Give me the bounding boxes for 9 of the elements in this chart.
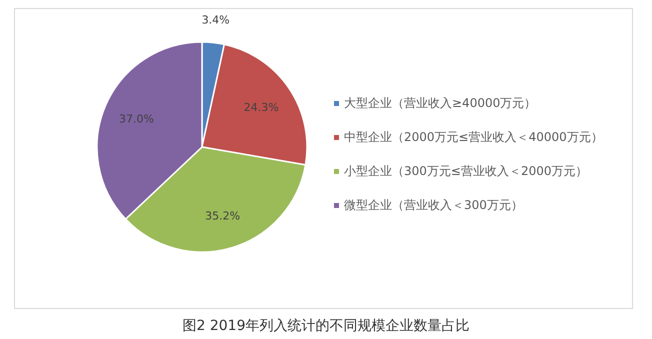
- data-label: 3.4%: [202, 14, 230, 27]
- data-label: 37.0%: [118, 112, 154, 126]
- data-label: 24.3%: [244, 101, 279, 114]
- legend-label: 小型企业（300万元≤营业收入＜2000万元）: [344, 164, 588, 178]
- legend-label: 大型企业（营业收入≥40000万元）: [344, 96, 536, 110]
- text: 图2 2019年列入统计的不同规模企业数量占比: [182, 318, 470, 334]
- legend-label: 微型企业（营业收入＜300万元）: [344, 198, 523, 212]
- legend-label: 中型企业（2000万元≤营业收入＜40000万元）: [344, 130, 603, 144]
- data-label: 35.2%: [205, 209, 240, 222]
